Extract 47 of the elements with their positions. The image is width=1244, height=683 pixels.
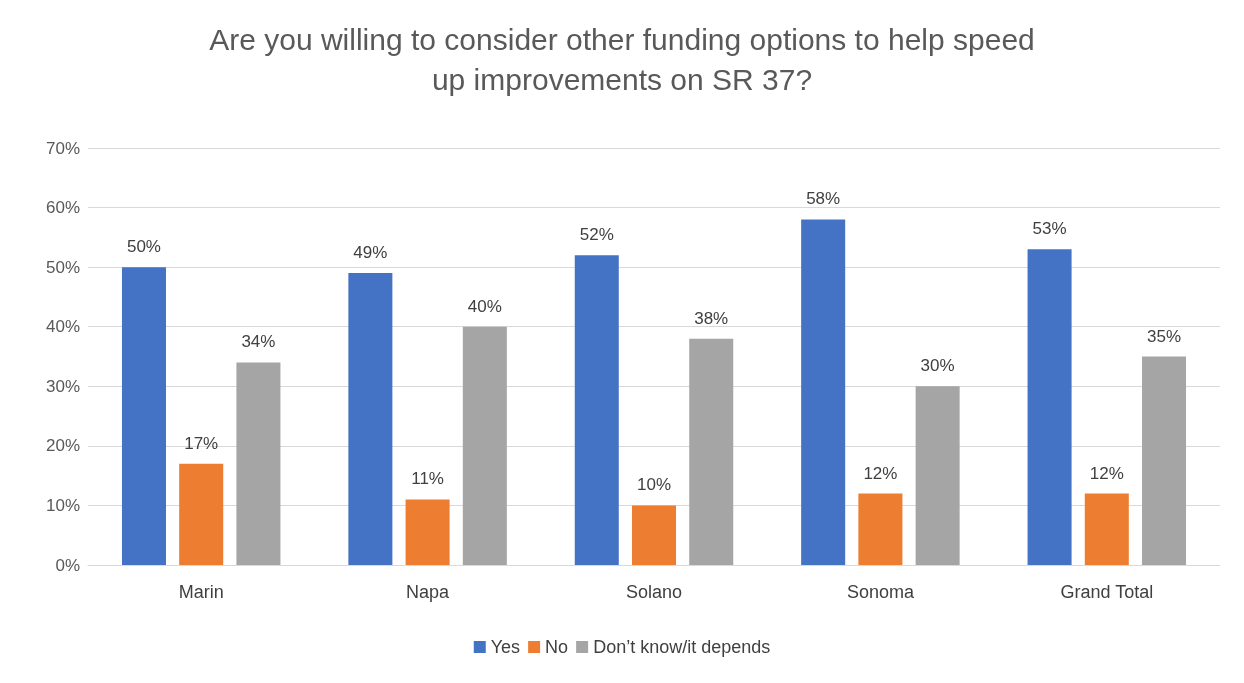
data-label: 50% xyxy=(126,237,161,257)
y-tick-label: 60% xyxy=(45,198,80,218)
bar xyxy=(631,505,677,565)
data-label: 35% xyxy=(1147,326,1182,346)
y-tick-label: 0% xyxy=(55,555,80,575)
y-tick-label: 50% xyxy=(45,257,80,277)
data-label: 17% xyxy=(184,433,219,453)
y-tick-label: 30% xyxy=(45,376,80,396)
x-tick-label: Napa xyxy=(406,582,451,602)
bar xyxy=(236,362,281,565)
bar xyxy=(179,463,224,565)
data-label: 30% xyxy=(920,356,955,376)
legend-label: No xyxy=(545,637,569,657)
y-tick-label: 70% xyxy=(45,138,80,158)
bar xyxy=(1142,356,1187,565)
bar xyxy=(1084,493,1129,565)
y-tick-label: 10% xyxy=(45,495,80,515)
data-label: 38% xyxy=(694,308,729,328)
x-tick-label: Solano xyxy=(625,582,683,602)
x-tick-label: Sonoma xyxy=(846,582,915,602)
data-label: 12% xyxy=(863,463,898,483)
x-tick-label: Marin xyxy=(178,582,224,602)
bar xyxy=(348,273,393,565)
bar xyxy=(915,386,960,565)
data-label: 40% xyxy=(467,296,502,316)
bar xyxy=(689,338,734,565)
bar xyxy=(462,326,507,565)
bar xyxy=(121,267,166,565)
data-label: 53% xyxy=(1032,219,1067,239)
data-label: 34% xyxy=(241,332,276,352)
data-label: 10% xyxy=(636,475,672,495)
x-tick-label: Grand Total xyxy=(1060,582,1154,602)
data-label: 58% xyxy=(806,189,841,209)
y-tick-label: 40% xyxy=(45,317,80,337)
y-tick-label: 20% xyxy=(45,436,80,456)
chart-title: Are you willing to consider other funding options to help speed up improvements on SR 37? xyxy=(209,22,1035,96)
data-label: 49% xyxy=(353,243,388,263)
bar xyxy=(574,255,619,565)
bar xyxy=(801,219,846,565)
bar xyxy=(858,493,903,565)
legend-label: Yes xyxy=(490,637,521,657)
data-label: 12% xyxy=(1089,463,1124,483)
data-label: 11% xyxy=(411,469,444,489)
bar xyxy=(1027,249,1072,565)
data-label: 52% xyxy=(579,225,614,245)
bar xyxy=(405,499,450,565)
legend-label: Don’t know/it depends xyxy=(593,637,771,657)
